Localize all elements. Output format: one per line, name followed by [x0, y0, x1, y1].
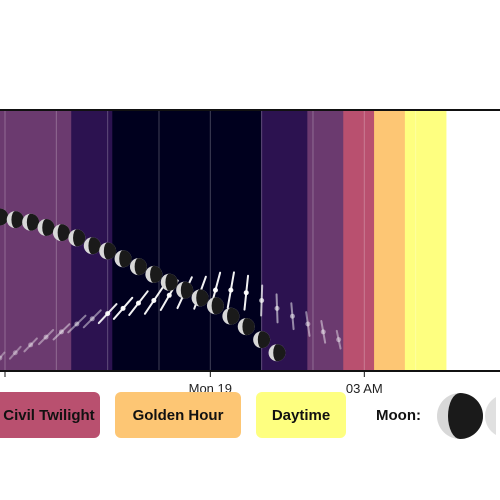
star-track-0: [0, 351, 6, 360]
legend-daytime-label: Daytime: [271, 406, 331, 424]
moon-phase-5: [68, 229, 86, 247]
star-track-20: [305, 311, 311, 337]
moon-phase-18: [268, 344, 286, 362]
moon-phase-1: [6, 211, 24, 229]
moon-phase-15: [222, 307, 240, 325]
star-track-1: [8, 345, 22, 360]
star-point-19: [289, 313, 295, 319]
star-point-15: [228, 287, 234, 293]
moon-phase-12: [176, 281, 194, 299]
star-point-7: [105, 311, 111, 317]
legend-civil-twilight-label: Civil Twilight: [3, 406, 95, 424]
moon-phase-11: [160, 273, 178, 291]
moon-track: [0, 208, 286, 362]
star-track-21: [320, 320, 327, 344]
plot-frame: [0, 109, 500, 372]
star-tracks: [0, 271, 342, 361]
band-6: [343, 110, 376, 371]
moon-phase-14: [206, 297, 224, 315]
gridlines: [4, 110, 468, 371]
star-track-4: [52, 323, 71, 341]
star-point-21: [320, 329, 326, 335]
moon-phase-17: [253, 331, 271, 349]
moon-phase-10: [145, 265, 163, 283]
star-point-2: [28, 342, 34, 348]
legend-moon-label: Moon:: [376, 406, 421, 424]
moon-phase-0: [0, 208, 9, 226]
moon-phase-9: [129, 258, 147, 276]
star-track-22: [335, 329, 342, 350]
star-point-17: [259, 298, 265, 304]
band-7: [374, 110, 406, 371]
moon-phase-3: [37, 218, 55, 236]
star-point-20: [305, 321, 311, 327]
star-point-14: [212, 287, 218, 293]
star-point-0: [0, 355, 3, 361]
legend-daytime: Daytime: [256, 392, 346, 438]
star-point-1: [12, 350, 18, 356]
band-4: [261, 110, 309, 371]
band-8: [404, 110, 447, 371]
star-track-2: [23, 337, 38, 353]
star-track-5: [67, 314, 87, 334]
band-5: [307, 110, 345, 371]
star-point-9: [135, 300, 141, 306]
star-point-22: [336, 337, 342, 343]
x-tick-label-2: 03 AM: [346, 381, 383, 396]
sky-bands: [0, 110, 500, 371]
star-point-16: [243, 290, 249, 296]
star-point-11: [166, 292, 172, 298]
moon-phase-16: [237, 318, 255, 336]
star-point-18: [274, 305, 280, 311]
star-point-3: [43, 334, 49, 340]
star-point-8: [120, 305, 126, 311]
moon-phase-6: [83, 237, 101, 255]
star-point-6: [89, 316, 95, 322]
star-point-5: [74, 321, 80, 327]
star-track-3: [37, 328, 55, 346]
moon-phase-icon: [437, 393, 496, 439]
band-3: [112, 110, 263, 371]
moon-phase-7: [99, 242, 117, 260]
moon-phase-2: [22, 213, 40, 231]
star-track-6: [82, 309, 102, 329]
legend-civil-twilight: Civil Twilight: [0, 392, 100, 438]
moon-phase-4: [52, 224, 70, 242]
star-point-10: [151, 298, 157, 304]
moon-phase-13: [191, 289, 209, 307]
legend-golden-hour-label: Golden Hour: [132, 406, 224, 424]
moon-phase-8: [114, 250, 132, 268]
legend-golden-hour: Golden Hour: [115, 392, 241, 438]
band-edge-right: [446, 110, 500, 371]
star-point-4: [58, 329, 64, 335]
